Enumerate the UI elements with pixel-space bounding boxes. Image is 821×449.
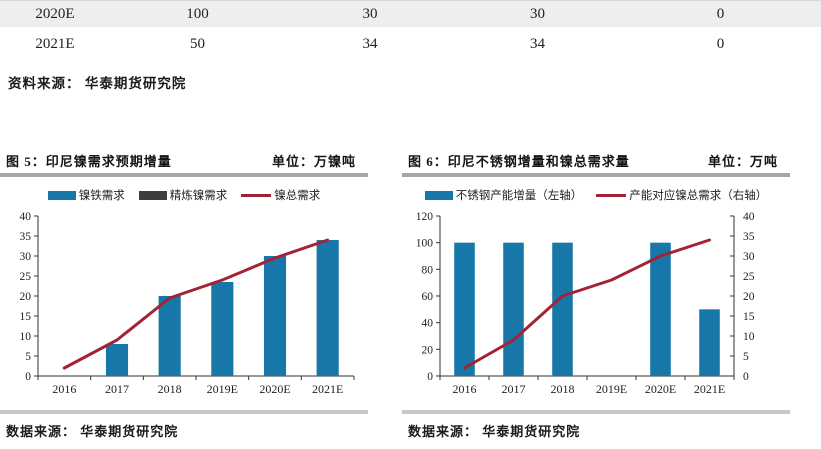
table-cell: 100: [186, 5, 209, 22]
svg-text:5: 5: [25, 351, 31, 363]
legend-item-line: 镍总需求: [241, 187, 320, 203]
svg-text:5: 5: [743, 351, 749, 363]
table-row: 2021E 50 34 34 0: [0, 31, 821, 57]
table-source-value: 华泰期货研究院: [84, 76, 187, 91]
figure5-title-rule: [0, 173, 368, 177]
svg-text:2017: 2017: [105, 382, 129, 396]
svg-text:2020E: 2020E: [645, 382, 676, 396]
svg-text:2020E: 2020E: [259, 382, 290, 396]
bar-series: [105, 240, 339, 376]
svg-text:2016: 2016: [52, 382, 76, 396]
legend-label: 精炼镍需求: [169, 190, 228, 202]
svg-text:15: 15: [743, 311, 755, 323]
line-series: [62, 238, 330, 370]
figure5-chart: 0 5 10 15 20 25 30 35 40 2016 2017 2018 2019E 2020E 20…: [20, 211, 355, 396]
svg-text:80: 80: [422, 264, 434, 276]
table-cell: 0: [716, 5, 725, 22]
svg-text:2019E: 2019E: [207, 382, 238, 396]
figure5-source-line: 数据来源： 华泰期货研究院: [0, 421, 368, 440]
table-row: 2020E 100 30 30 0: [0, 0, 821, 27]
legend-bar-swatch: [47, 190, 76, 200]
svg-text:0: 0: [743, 371, 749, 383]
svg-text:35: 35: [20, 231, 32, 243]
svg-text:100: 100: [416, 238, 434, 250]
svg-text:2018: 2018: [551, 382, 575, 396]
legend-bar-swatch: [138, 190, 167, 200]
figure5-legend: 镍铁需求 精炼镍需求 镍总需求: [0, 186, 368, 204]
table-cell: 34: [362, 35, 378, 52]
legend-label: 产能对应镍总需求（右轴）: [629, 190, 768, 202]
figure5-source-label: 数据来源：: [6, 424, 77, 439]
figure5-header: 图 5：印尼镍需求预期增量 单位：万镍吨: [0, 146, 368, 170]
legend-item-bar: 不锈钢产能增量（左轴）: [424, 187, 583, 203]
legend-item-line: 产能对应镍总需求（右轴）: [596, 187, 767, 203]
table-cell-year: 2021E: [35, 35, 75, 52]
table-cell: 34: [530, 35, 545, 52]
figure5-bottom-rule: [0, 410, 368, 414]
svg-text:15: 15: [20, 311, 32, 323]
figure6-unit: 单位：万吨: [707, 154, 778, 169]
svg-text:40: 40: [743, 211, 755, 223]
legend-label: 镍总需求: [274, 190, 321, 202]
legend-item-bar: 精炼镍需求: [138, 187, 228, 203]
table-source-label: 资料来源：: [8, 76, 81, 91]
svg-text:20: 20: [743, 291, 755, 303]
legend-line-swatch: [241, 193, 272, 197]
svg-text:0: 0: [25, 371, 31, 383]
svg-text:2018: 2018: [158, 382, 182, 396]
figure6-bottom-rule: [402, 410, 790, 414]
svg-text:25: 25: [743, 271, 755, 283]
table-cell: 30: [530, 5, 545, 22]
svg-text:40: 40: [20, 211, 32, 223]
table-source-line: 资料来源： 华泰期货研究院: [8, 72, 186, 92]
svg-text:10: 10: [743, 331, 755, 343]
legend-label: 不锈钢产能增量（左轴）: [455, 190, 583, 202]
legend-bar-swatch: [424, 190, 453, 200]
svg-text:20: 20: [20, 291, 32, 303]
svg-text:60: 60: [422, 291, 434, 303]
svg-text:120: 120: [416, 211, 434, 223]
svg-text:40: 40: [422, 318, 434, 330]
legend-label: 镍铁需求: [78, 190, 125, 202]
legend-line-swatch: [596, 193, 627, 197]
svg-text:2019E: 2019E: [596, 382, 627, 396]
svg-text:2016: 2016: [453, 382, 477, 396]
figure6-title: 图 6：印尼不锈钢增量和镍总需求量: [408, 154, 630, 169]
svg-text:0: 0: [427, 371, 433, 383]
figure6-source-label: 数据来源：: [408, 424, 479, 439]
figure6-source-value: 华泰期货研究院: [482, 424, 581, 439]
svg-text:2017: 2017: [502, 382, 526, 396]
bar-series: [454, 242, 720, 376]
svg-text:2021E: 2021E: [312, 382, 343, 396]
svg-text:30: 30: [743, 251, 755, 263]
figure6-source-line: 数据来源： 华泰期货研究院: [402, 421, 790, 440]
figure5-unit: 单位：万镍吨: [271, 154, 356, 169]
figure6-block: 图 6：印尼不锈钢增量和镍总需求量 单位：万吨 不锈钢产能增量（左轴） 产能对应镍…: [402, 146, 790, 440]
table-cell: 50: [190, 35, 205, 52]
legend-item-bar: 镍铁需求: [47, 187, 125, 203]
svg-text:20: 20: [422, 344, 434, 356]
svg-text:25: 25: [20, 271, 32, 283]
line-series: [463, 238, 711, 370]
figure5-block: 图 5：印尼镍需求预期增量 单位：万镍吨 镍铁需求 精炼镍需求 镍总需求 0 5 10 1…: [0, 146, 368, 440]
table-cell: 0: [716, 35, 725, 52]
figure6-legend: 不锈钢产能增量（左轴） 产能对应镍总需求（右轴）: [402, 186, 790, 204]
svg-text:30: 30: [20, 251, 32, 263]
figure5-title: 图 5：印尼镍需求预期增量: [6, 154, 172, 169]
figure6-title-rule: [402, 173, 790, 177]
svg-text:35: 35: [743, 231, 755, 243]
figure6-chart: 0 20 40 60 80 100 120 0 5 10 15 20 25 30 35 40 2016 2017 2…: [416, 211, 755, 396]
table-cell-year: 2020E: [35, 5, 75, 22]
svg-text:10: 10: [20, 331, 32, 343]
svg-text:2021E: 2021E: [694, 382, 725, 396]
figure5-source-value: 华泰期货研究院: [80, 424, 179, 439]
table-cell: 30: [362, 5, 378, 22]
data-table: 2020E 100 30 30 0 2021E 50 34 34 0: [0, 0, 821, 57]
figure6-header: 图 6：印尼不锈钢增量和镍总需求量 单位：万吨: [402, 146, 790, 170]
